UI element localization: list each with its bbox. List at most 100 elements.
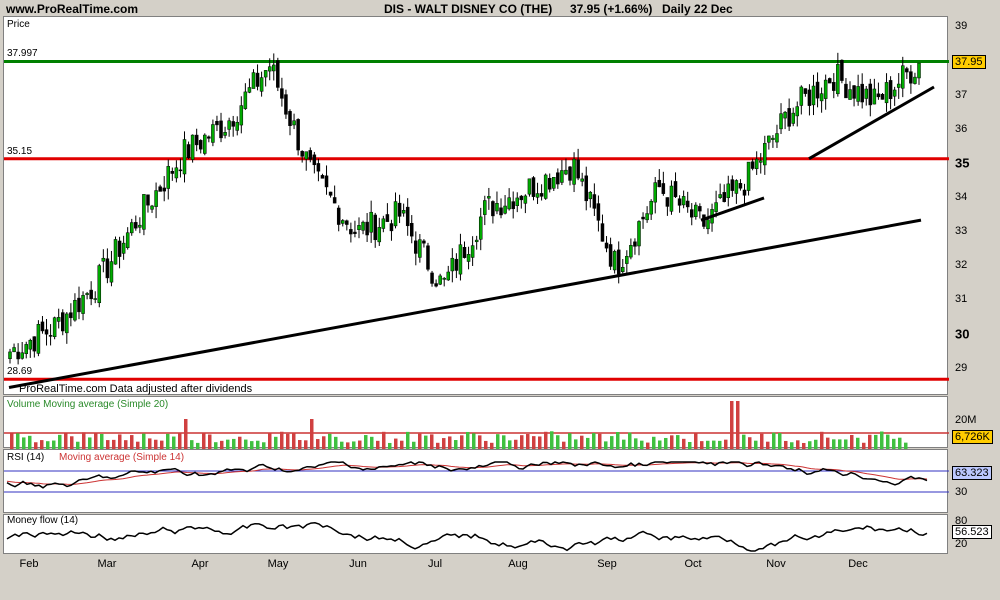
candle-body [166, 166, 171, 189]
candle-body [572, 158, 576, 185]
volume-bar [394, 438, 398, 449]
candle-body [600, 223, 605, 242]
candle-body [69, 312, 73, 319]
candle-body [389, 223, 394, 232]
candle-body [474, 239, 479, 243]
candle-body [681, 196, 686, 206]
candle-body [832, 82, 836, 91]
candle-body [272, 64, 276, 72]
rsi-last-badge: 63.323 [952, 466, 992, 480]
candle-body [28, 339, 33, 350]
candle-body [539, 193, 544, 197]
candle-body [742, 189, 747, 196]
volume-bar [10, 433, 14, 449]
volume-bar [652, 436, 656, 449]
volume-bar [340, 441, 344, 449]
candle-body [665, 197, 670, 207]
candle-body [186, 144, 191, 159]
volume-bar [862, 442, 866, 449]
candle-body [738, 183, 743, 189]
volume-bar [244, 439, 248, 449]
volume-bar [658, 440, 662, 449]
candle-body [714, 202, 718, 212]
volume-bar [274, 436, 278, 449]
money-flow-panel[interactable]: Money flow (14) [3, 514, 948, 554]
candle-body [243, 91, 248, 109]
candle-body [718, 194, 722, 198]
volume-bar [598, 433, 602, 449]
candle-body [758, 160, 763, 163]
volume-bar [184, 419, 188, 449]
rsi-chart [4, 461, 949, 493]
candle-body [263, 70, 268, 78]
rsi-panel[interactable]: RSI (14) Moving average (Simple 14) [3, 449, 949, 513]
candle-body [438, 275, 442, 285]
volume-bar [34, 442, 38, 449]
candle-body [543, 174, 548, 199]
candle-body [690, 209, 694, 218]
rsi-line [6, 461, 928, 489]
trend-line [808, 85, 935, 160]
candle-body [576, 159, 580, 179]
candle-body [341, 220, 345, 224]
candle-body [913, 76, 917, 84]
candle-body [698, 206, 702, 212]
volume-bar [604, 441, 608, 449]
candle-body [8, 351, 12, 359]
price-panel[interactable]: Price 37.997 35.15 28.69 ProRealTime.com… [3, 16, 949, 395]
mfi-tick-20: 20 [955, 538, 968, 550]
volume-bar [526, 434, 530, 449]
candle-body [134, 222, 138, 229]
volume-bar [826, 437, 830, 449]
level-label-mid: 35.15 [7, 145, 33, 157]
candle-body [844, 83, 848, 99]
candle-body [239, 105, 244, 126]
candle-body [381, 218, 386, 229]
volume-bar [580, 435, 584, 449]
volume-bar [412, 441, 416, 449]
candle-body [40, 321, 45, 332]
candle-body [730, 179, 735, 191]
candle-body [231, 121, 235, 127]
volume-bar [874, 434, 878, 449]
volume-bar [844, 439, 848, 449]
candle-body [357, 225, 361, 230]
volume-panel[interactable]: Volume Moving average (Simple 20) [3, 396, 949, 449]
volume-bar [118, 434, 122, 449]
candle-body [308, 150, 313, 160]
candle-body [677, 198, 682, 206]
month-tick: Aug [508, 558, 528, 570]
volume-bar [262, 442, 266, 449]
candle-body [621, 266, 625, 272]
candle-body [85, 293, 89, 295]
candle-body [97, 265, 102, 304]
candle-body [466, 254, 471, 262]
volume-bar [70, 436, 74, 449]
candle-body [16, 351, 20, 360]
price-tick: 30 [955, 326, 970, 342]
volume-bar [904, 442, 908, 449]
site-label[interactable]: www.ProRealTime.com [6, 2, 139, 16]
candle-body [470, 245, 475, 258]
volume-bar [490, 442, 494, 449]
candle-body [373, 214, 377, 241]
candle-body [405, 206, 410, 227]
volume-bar [316, 439, 320, 449]
candle-body [556, 172, 560, 185]
candle-body [227, 120, 231, 130]
volume-bar [436, 442, 440, 449]
candle-body [223, 132, 227, 136]
volume-bar [682, 438, 686, 449]
volume-bar [616, 432, 620, 449]
volume-bar [898, 437, 902, 449]
candle-body [669, 185, 674, 212]
candle-body [657, 179, 662, 188]
candle-body [361, 221, 365, 231]
candle-body [113, 239, 118, 265]
candle-body [645, 213, 649, 221]
candle-body [815, 81, 820, 99]
candle-body [856, 86, 860, 102]
volume-bar [634, 438, 638, 449]
month-tick: Jun [349, 558, 367, 570]
volume-bar [802, 442, 806, 449]
